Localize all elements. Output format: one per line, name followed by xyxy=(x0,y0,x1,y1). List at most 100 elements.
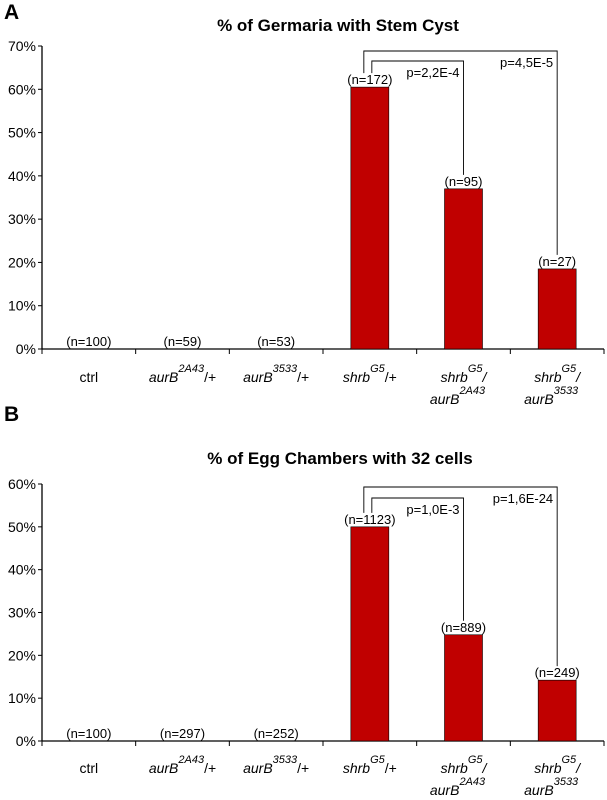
y-tick-label: 0% xyxy=(16,733,36,749)
y-tick-label: 50% xyxy=(8,519,36,535)
category-label: shrbG5/+ xyxy=(343,363,397,385)
y-tick-label: 20% xyxy=(8,647,36,663)
panel-b-letter: B xyxy=(4,403,19,426)
category-label-part: 2A43 xyxy=(177,363,205,375)
y-tick-label: 10% xyxy=(8,690,36,706)
panel-a-plot-area: 0% 10% 20% 30% 40% 50% 60% 70% (n=100) (n=59) (n=5… xyxy=(8,38,605,407)
category-label-part: 2A43 xyxy=(458,385,486,397)
category-label-part: aurB xyxy=(430,782,460,798)
bar xyxy=(537,268,577,350)
category-label-part: 2A43 xyxy=(177,754,205,766)
category-label-part: aurB xyxy=(149,760,179,776)
y-tick-label: 50% xyxy=(8,125,36,141)
category-label-part: ctrl xyxy=(79,369,98,385)
bar xyxy=(444,634,483,742)
category-label-part: G5 xyxy=(468,363,484,375)
category-label-part: G5 xyxy=(561,754,577,766)
category-label-part: 3533 xyxy=(273,363,298,375)
category-label-part: G5 xyxy=(561,363,577,375)
category-label-part: /+ xyxy=(297,760,309,776)
p-value-label: p=2,2E-4 xyxy=(406,65,459,80)
panel-b-chart: B % of Egg Chambers with 32 cells 0% 10% 2… xyxy=(4,403,605,798)
category-label-part: shrb xyxy=(441,760,468,776)
category-label-part: 3533 xyxy=(554,776,579,788)
y-tick-label: 10% xyxy=(8,298,36,314)
category-label-part: /+ xyxy=(204,760,216,776)
category-label-part: G5 xyxy=(370,754,386,766)
panel-b-plot-area: 0% 10% 20% 30% 40% 50% 60% (n=100) (n=297) (n=252… xyxy=(8,476,605,798)
panel-a-title: % of Germaria with Stem Cyst xyxy=(217,16,459,35)
category-label-part: shrb xyxy=(534,760,561,776)
p-value-label: p=1,0E-3 xyxy=(406,502,459,517)
category-label: shrbG5/ aurB2A43 xyxy=(430,363,489,407)
panel-a-letter: A xyxy=(4,1,19,24)
n-label: (n=59) xyxy=(164,334,202,349)
y-tick-label: 60% xyxy=(8,476,36,492)
panel-b-title: % of Egg Chambers with 32 cells xyxy=(207,449,472,468)
significance-bracket xyxy=(371,60,464,175)
n-label: (n=95) xyxy=(445,174,483,189)
bar xyxy=(350,86,390,350)
category-label: aurB2A43/+ xyxy=(149,754,216,776)
category-label-part: shrb xyxy=(343,369,370,385)
n-label: (n=889) xyxy=(441,620,486,635)
bar xyxy=(444,188,483,350)
panel-a-chart: A % of Germaria with Stem Cyst 0% 10% 20% 3… xyxy=(4,1,605,407)
significance-bracket xyxy=(363,486,558,667)
category-label-part: aurB xyxy=(243,369,273,385)
y-tick-label: 40% xyxy=(8,562,36,578)
y-tick-label: 30% xyxy=(8,211,36,227)
category-label-part: aurB xyxy=(524,782,554,798)
y-tick-label: 20% xyxy=(8,254,36,270)
category-label-part: aurB xyxy=(149,369,179,385)
category-label-part: /+ xyxy=(385,369,397,385)
n-label: (n=1123) xyxy=(344,512,395,527)
y-tick-label: 40% xyxy=(8,168,36,184)
category-label-part: 2A43 xyxy=(458,776,486,788)
category-label-part: / xyxy=(482,369,489,385)
category-label-part: 3533 xyxy=(554,385,579,397)
y-tick-label: 0% xyxy=(16,341,36,357)
category-label-part: aurB xyxy=(524,391,554,407)
category-label: shrbG5/ aurB3533 xyxy=(524,754,582,798)
category-label-part: /+ xyxy=(204,369,216,385)
category-label: aurB3533/+ xyxy=(243,363,309,385)
n-label: (n=297) xyxy=(160,726,205,741)
category-label-part: G5 xyxy=(370,363,386,375)
category-label-part: aurB xyxy=(243,760,273,776)
n-label: (n=172) xyxy=(347,72,392,87)
y-tick-label: 60% xyxy=(8,81,36,97)
y-tick-label: 30% xyxy=(8,605,36,621)
bar xyxy=(350,526,390,742)
category-label-part: aurB xyxy=(430,391,460,407)
category-label-part: G5 xyxy=(468,754,484,766)
category-label-part: shrb xyxy=(534,369,561,385)
category-label-part: /+ xyxy=(297,369,309,385)
category-label: shrbG5/ aurB3533 xyxy=(524,363,582,407)
n-label: (n=249) xyxy=(535,665,580,680)
category-label: shrbG5/ aurB2A43 xyxy=(430,754,489,798)
category-label: aurB3533/+ xyxy=(243,754,309,776)
significance-bracket xyxy=(371,497,464,621)
category-label-part: / xyxy=(575,760,582,776)
p-value-label: p=1,6E-24 xyxy=(493,491,553,506)
category-label: ctrl xyxy=(79,369,98,385)
category-label-part: ctrl xyxy=(79,760,98,776)
category-label-part: / xyxy=(575,369,582,385)
n-label: (n=53) xyxy=(257,334,295,349)
n-label: (n=27) xyxy=(538,254,576,269)
category-label: aurB2A43/+ xyxy=(149,363,216,385)
n-label: (n=100) xyxy=(66,334,111,349)
category-label-part: /+ xyxy=(385,760,397,776)
significance-bracket xyxy=(363,50,558,255)
p-value-label: p=4,5E-5 xyxy=(500,55,553,70)
category-label-part: 3533 xyxy=(273,754,298,766)
n-label: (n=252) xyxy=(254,726,299,741)
n-label: (n=100) xyxy=(66,726,111,741)
category-label: ctrl xyxy=(79,760,98,776)
category-label-part: shrb xyxy=(343,760,370,776)
category-label: shrbG5/+ xyxy=(343,754,397,776)
category-label-part: / xyxy=(482,760,489,776)
y-tick-label: 70% xyxy=(8,38,36,54)
category-label-part: shrb xyxy=(441,369,468,385)
